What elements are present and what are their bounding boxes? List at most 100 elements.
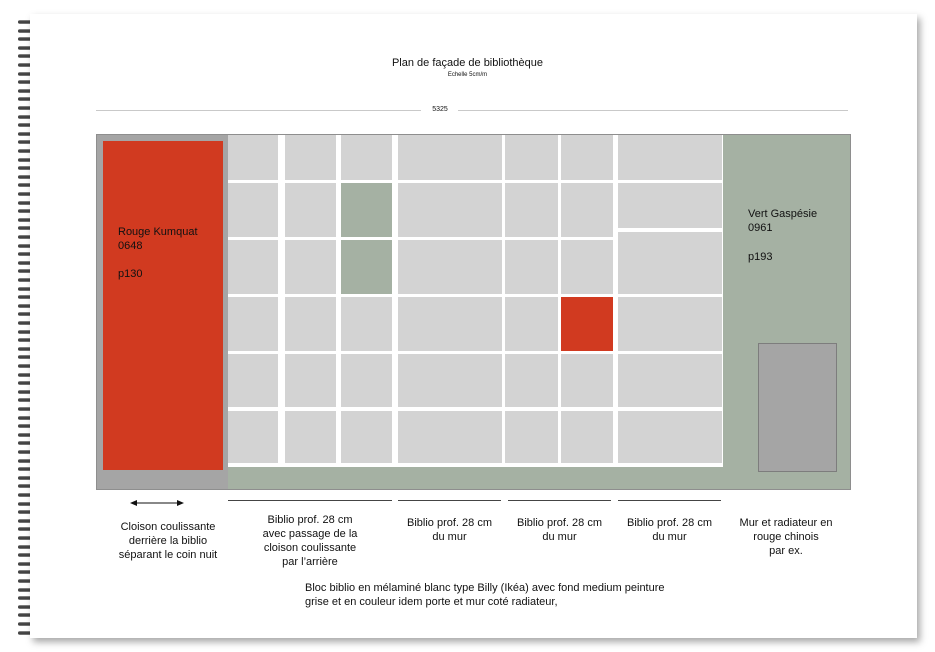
caption-section1: Biblio prof. 28 cm avec passage de la cloi…	[262, 514, 358, 568]
bookcase-plinth	[228, 467, 723, 489]
caption-section4: Biblio prof. 28 cm du mur	[627, 517, 712, 543]
spiral-ring	[18, 157, 38, 162]
shelf-compartment	[618, 354, 722, 407]
shelf-compartment	[561, 411, 613, 463]
shelf-compartment	[228, 411, 278, 463]
overall-width-label: 5325	[432, 106, 448, 113]
spiral-ring	[18, 217, 38, 222]
caption-section2: Biblio prof. 28 cm du mur	[407, 517, 492, 543]
spiral-ring	[18, 226, 38, 231]
shelf-compartment	[285, 411, 336, 463]
spiral-ring	[18, 536, 38, 540]
spiral-ring	[18, 278, 38, 282]
shelf-compartment	[228, 297, 278, 351]
section1-underline	[228, 500, 392, 501]
shelf-compartment	[561, 135, 613, 180]
shelf-compartment	[398, 240, 502, 294]
green-shelf-compartment	[341, 183, 392, 237]
spiral-ring	[18, 604, 38, 609]
spiral-ring	[18, 252, 38, 257]
spiral-ring	[18, 544, 38, 549]
spiral-ring	[18, 166, 38, 171]
spiral-ring	[18, 209, 38, 214]
spiral-ring	[18, 372, 38, 377]
wall-color-code: 0961	[748, 222, 773, 234]
spiral-ring	[18, 269, 38, 274]
double-arrow-icon	[130, 500, 184, 506]
spiral-ring	[18, 475, 38, 480]
spiral-ring	[18, 450, 38, 454]
bookcase-block	[228, 135, 723, 489]
spiral-ring	[18, 579, 38, 583]
shelf-compartment	[285, 240, 336, 294]
rouge-kumquat-door	[103, 141, 223, 470]
shelf-compartment	[618, 183, 722, 228]
spiral-ring	[18, 381, 38, 386]
spiral-ring	[18, 467, 38, 472]
spiral-ring	[18, 441, 38, 446]
shelf-compartment	[398, 297, 502, 351]
spiral-ring	[18, 200, 38, 205]
shelf-compartment	[398, 411, 502, 463]
spiral-ring	[18, 28, 38, 33]
shelf-compartment	[398, 183, 502, 237]
spiral-ring	[18, 183, 38, 188]
spiral-ring	[18, 114, 38, 119]
spiral-ring	[18, 37, 38, 42]
shelf-compartment	[341, 297, 392, 351]
spiral-ring	[18, 192, 38, 196]
shelf-compartment	[505, 297, 558, 351]
green-shelf-compartment	[341, 240, 392, 294]
spiral-ring	[18, 131, 38, 136]
spiral-ring	[18, 321, 38, 325]
door-color-code: 0648	[118, 240, 143, 252]
spiral-ring	[18, 54, 38, 59]
spiral-ring	[18, 71, 38, 76]
spiral-ring	[18, 510, 38, 515]
spiral-ring	[18, 355, 38, 360]
spiral-ring	[18, 458, 38, 463]
spiral-ring	[18, 527, 38, 532]
shelf-compartment	[505, 411, 558, 463]
shelf-compartment	[561, 240, 613, 294]
shelf-compartment	[505, 135, 558, 180]
door-color-page: p130	[118, 268, 143, 280]
spiral-ring	[18, 63, 38, 67]
shelf-compartment	[561, 354, 613, 407]
wall-color-name: Vert Gaspésie	[748, 208, 818, 220]
shelf-compartment	[285, 183, 336, 237]
section3-underline	[508, 500, 611, 501]
shelf-compartment	[228, 183, 278, 237]
note-line-2: grise et en couleur idem porte et mur co…	[305, 596, 558, 608]
spiral-ring	[18, 286, 38, 291]
note-line-1: Bloc biblio en mélaminé blanc type Billy…	[305, 582, 665, 594]
shelf-compartment	[398, 135, 502, 180]
wall-color-page: p193	[748, 251, 773, 263]
spiral-ring	[18, 235, 38, 239]
spiral-ring	[18, 596, 38, 601]
spiral-ring	[18, 123, 38, 128]
spiral-ring	[18, 501, 38, 506]
door-color-name: Rouge Kumquat	[118, 226, 198, 238]
red-shelf-compartment	[561, 297, 613, 351]
section4-underline	[618, 500, 721, 501]
shelf-compartment	[505, 240, 558, 294]
shelf-compartment	[561, 183, 613, 237]
shelf-compartment	[505, 354, 558, 407]
spiral-ring	[18, 432, 38, 437]
spiral-ring	[18, 338, 38, 343]
shelf-compartment	[398, 354, 502, 407]
spiral-ring	[18, 243, 38, 248]
shelf-compartment	[341, 354, 392, 407]
plan-title: Plan de façade de bibliothèque	[391, 57, 544, 69]
spiral-ring	[18, 493, 38, 497]
shelf-compartment	[618, 411, 722, 463]
spiral-ring	[18, 45, 38, 50]
spiral-ring	[18, 398, 38, 403]
spiral-ring	[18, 622, 38, 626]
spiral-ring	[18, 295, 38, 300]
caption-section3: Biblio prof. 28 cm du mur	[517, 517, 602, 543]
shelf-compartment	[228, 135, 278, 180]
spiral-ring	[18, 140, 38, 145]
shelf-compartment	[285, 135, 336, 180]
